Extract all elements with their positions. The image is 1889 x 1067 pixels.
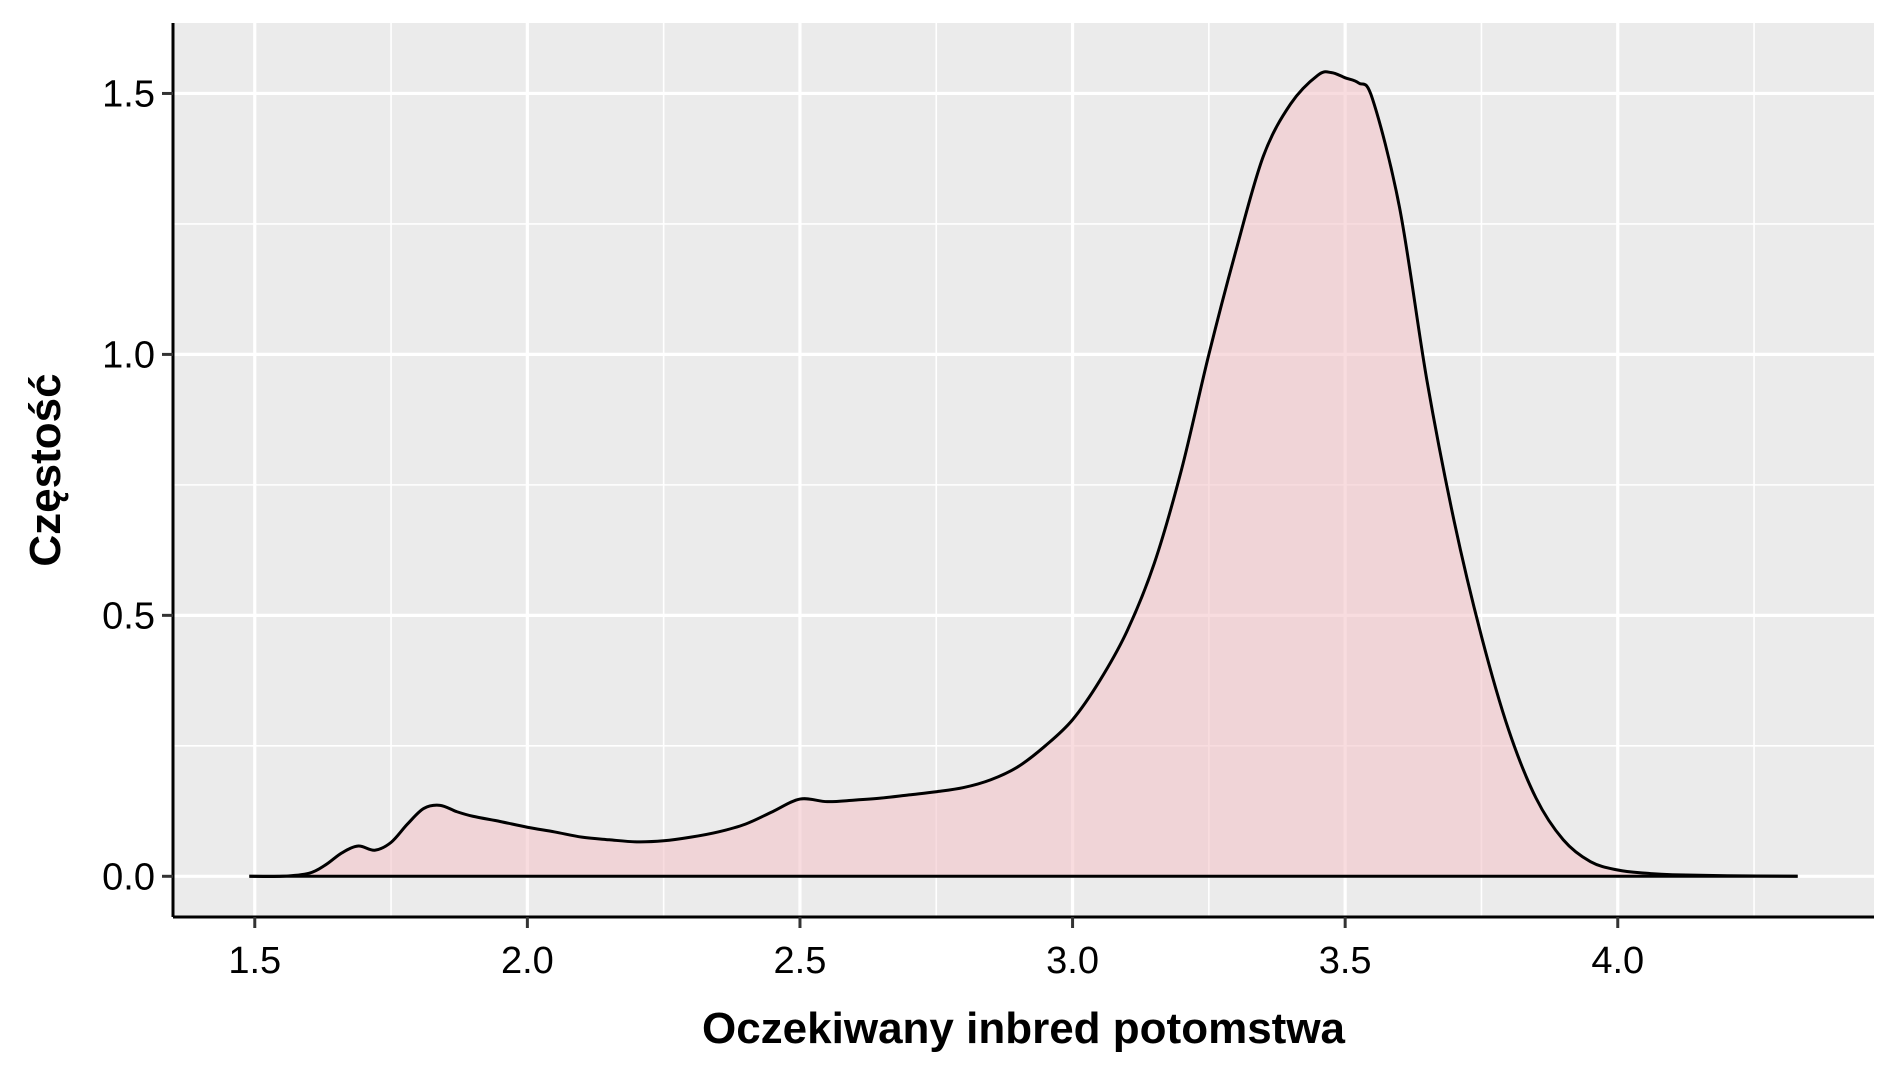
y-axis-title: Częstość (21, 373, 70, 566)
density-curve-line (249, 70, 1798, 879)
x-axis-title: Oczekiwany inbred potomstwa (702, 1004, 1346, 1053)
x-tick-label: 2.0 (501, 940, 554, 982)
density-area-fill (249, 71, 1798, 877)
x-tick-label: 3.5 (1319, 940, 1372, 982)
y-axis-ticks: 0.0 0.5 1.0 1.5 (102, 73, 173, 898)
x-tick-label: 4.0 (1591, 940, 1644, 982)
x-tick-label: 2.5 (774, 940, 827, 982)
y-tick-label: 0.0 (102, 856, 155, 898)
x-axis-ticks: 1.5 2.0 2.5 3.0 3.5 4.0 (228, 917, 1644, 982)
y-tick-label: 0.5 (102, 595, 155, 637)
y-tick-label: 1.0 (102, 334, 155, 376)
x-tick-label: 3.0 (1046, 940, 1099, 982)
minor-gridlines (173, 23, 1874, 917)
x-tick-label: 1.5 (228, 940, 281, 982)
y-tick-label: 1.5 (102, 73, 155, 115)
